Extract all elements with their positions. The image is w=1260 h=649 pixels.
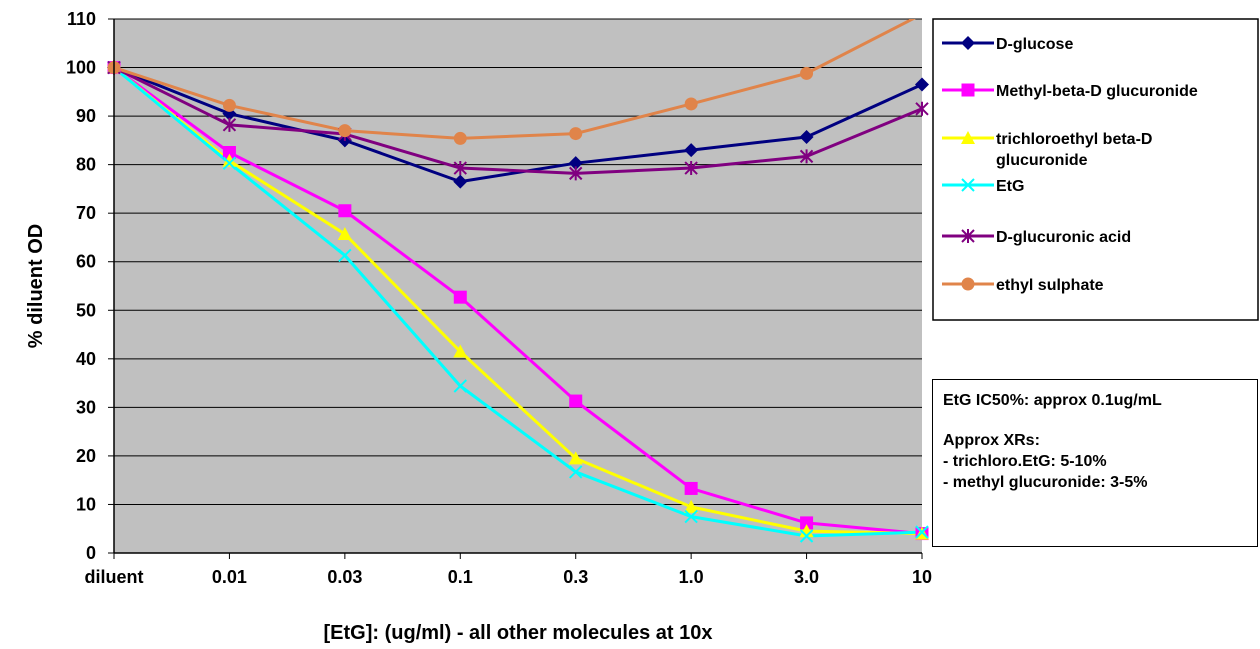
y-tick-label: 20 (76, 446, 96, 466)
data-point (453, 379, 467, 393)
data-point (222, 156, 237, 170)
legend-label: ethyl sulphate (996, 277, 1104, 294)
data-point (569, 127, 583, 141)
legend-label: Methyl-beta-D glucuronide (996, 83, 1198, 100)
data-point (222, 98, 236, 112)
data-point (338, 248, 352, 263)
data-point (222, 117, 237, 132)
series-line-2 (114, 66, 922, 536)
y-tick-labels: 0 10 20 30 40 50 60 70 80 90 100 110 (66, 9, 96, 563)
data-point (453, 161, 467, 176)
gridlines (108, 18, 923, 559)
xr-note-trichloro: - trichloro.EtG: 5-10% (943, 453, 1107, 470)
data-point (800, 66, 814, 80)
legend-marker (961, 229, 975, 243)
legend-marker (961, 83, 975, 97)
data-point (799, 129, 814, 144)
y-tick-label: 40 (76, 349, 96, 369)
series-line-4 (114, 66, 922, 175)
data-point (453, 131, 467, 145)
annotation-box: EtG IC50%: approx 0.1ug/mL Approx XRs: -… (932, 379, 1258, 547)
data-point (568, 156, 583, 171)
y-tick-label: 80 (76, 155, 96, 175)
plot-area (114, 19, 922, 553)
x-tick-label: 0.03 (327, 567, 362, 587)
x-tick-labels: diluent 0.01 0.03 0.1 0.3 1.0 3.0 10 (85, 567, 933, 587)
legend-box (932, 18, 1259, 321)
legend-marker (961, 178, 975, 192)
data-point (799, 149, 814, 164)
data-point (915, 77, 929, 92)
series-line-3 (114, 66, 922, 538)
data-point (568, 451, 583, 465)
y-axis-title: % diluent OD (25, 224, 47, 348)
series-line-0 (114, 66, 922, 184)
y-tick-label: 70 (76, 203, 96, 223)
data-point (684, 481, 698, 495)
legend-label: D-glucuronic acid (996, 229, 1131, 246)
data-point (337, 227, 352, 241)
data-point (684, 97, 698, 111)
legend-marker (961, 131, 975, 144)
legend-label: trichloroethyl beta-D (996, 131, 1152, 148)
data-point (569, 465, 583, 479)
data-point (222, 146, 236, 159)
y-tick-label: 90 (76, 106, 96, 126)
x-tick-label: diluent (85, 567, 144, 587)
data-point (915, 525, 929, 539)
data-point (569, 166, 583, 181)
data-point (684, 161, 698, 176)
y-tick-label: 60 (76, 252, 96, 272)
data-point (800, 516, 814, 530)
ic50-note: EtG IC50%: approx 0.1ug/mL (943, 392, 1162, 409)
x-tick-label: 0.3 (563, 567, 588, 587)
legend: D-glucose Methyl-beta-D glucuronide trichl… (942, 36, 1198, 294)
x-tick-label: 1.0 (679, 567, 704, 587)
xr-note-methyl: - methyl glucuronide: 3-5% (943, 474, 1148, 491)
data-point (338, 124, 352, 138)
data-point (799, 529, 814, 543)
x-tick-label: 0.1 (448, 567, 473, 587)
x-tick-label: 10 (912, 567, 932, 587)
y-tick-label: 100 (66, 58, 96, 78)
data-point (222, 153, 237, 167)
data-point (453, 174, 468, 189)
data-point (684, 143, 699, 158)
data-point (915, 101, 929, 116)
legend-marker (961, 277, 975, 291)
data-point (684, 499, 699, 513)
y-tick-label: 110 (67, 9, 96, 29)
data-point (338, 204, 352, 218)
legend-label: glucuronide (996, 152, 1088, 169)
series-line-5 (114, 19, 916, 140)
y-tick-label: 10 (76, 494, 96, 514)
y-tick-label: 30 (76, 397, 96, 417)
data-point (453, 344, 468, 358)
data-point (684, 509, 698, 524)
legend-marker (961, 36, 975, 50)
legend-label: EtG (996, 178, 1024, 195)
legend-label: D-glucose (996, 36, 1073, 53)
data-point (569, 394, 583, 408)
x-tick-label: 0.01 (212, 567, 247, 587)
data-point (453, 290, 467, 304)
series-lines (114, 19, 922, 538)
xr-title: Approx XRs: (943, 432, 1040, 449)
y-tick-label: 0 (86, 543, 96, 563)
y-tick-label: 50 (76, 300, 96, 320)
series-line-1 (114, 66, 922, 536)
x-tick-label: 3.0 (794, 567, 819, 587)
x-axis-title: [EtG]: (ug/ml) - all other molecules at … (324, 622, 713, 644)
